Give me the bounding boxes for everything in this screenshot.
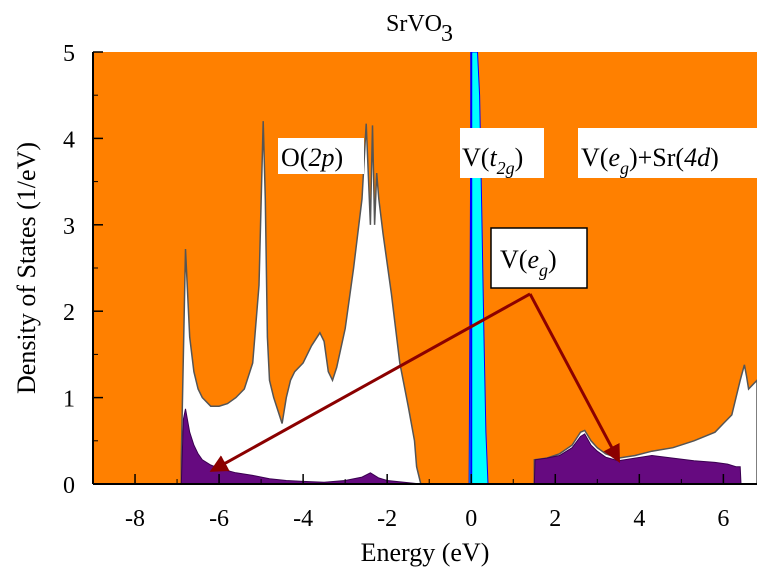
y-axis-label: Density of States (1/eV) xyxy=(12,142,41,394)
y-tick-label: 5 xyxy=(63,41,75,67)
chart-title-subscript: 3 xyxy=(441,21,453,47)
arrow-layer xyxy=(209,292,621,472)
x-tick-label: -2 xyxy=(377,506,397,532)
x-tick-label: -6 xyxy=(209,506,229,532)
annotation-o2p: O(2p) xyxy=(281,143,343,172)
chart-title-main: SrVO xyxy=(386,11,442,37)
annotation-veg-box xyxy=(490,227,588,289)
annotation-vegsr-box xyxy=(578,128,757,178)
y-tick-label: 2 xyxy=(63,300,75,326)
x-tick-label: 0 xyxy=(465,506,477,532)
y-tick-label: 3 xyxy=(63,214,75,240)
y-tick-label: 4 xyxy=(63,127,75,153)
x-tick-label: 2 xyxy=(549,506,561,532)
annotation-arrow-1 xyxy=(528,293,621,463)
chart-title: SrVO 3 xyxy=(386,11,453,47)
x-axis-label: Energy (eV) xyxy=(361,538,490,567)
series-layer xyxy=(180,52,757,484)
annotation-layer: O(2p) V(t2g) V(eg)+Sr(4d) V(eg) xyxy=(278,128,757,289)
y-tick-label: 1 xyxy=(63,387,75,413)
annotation-arrow-0 xyxy=(209,292,531,472)
annotation-o2p-box xyxy=(278,138,364,174)
annotation-veg: V(eg) xyxy=(500,245,557,280)
x-tick-label: -4 xyxy=(293,506,313,532)
x-tick-label: -8 xyxy=(125,506,145,532)
annotation-vt2g-box xyxy=(460,128,544,178)
x-tick-label: 4 xyxy=(633,506,645,532)
ticks-layer: -8 -6 -4 -2 0 2 4 6 0 1 2 3 4 5 xyxy=(63,41,729,532)
dos-series-total-0 xyxy=(180,121,422,484)
x-tick-label: 6 xyxy=(717,506,729,532)
dos-series-v_eg-2 xyxy=(180,408,421,484)
y-tick-label: 0 xyxy=(63,473,75,499)
